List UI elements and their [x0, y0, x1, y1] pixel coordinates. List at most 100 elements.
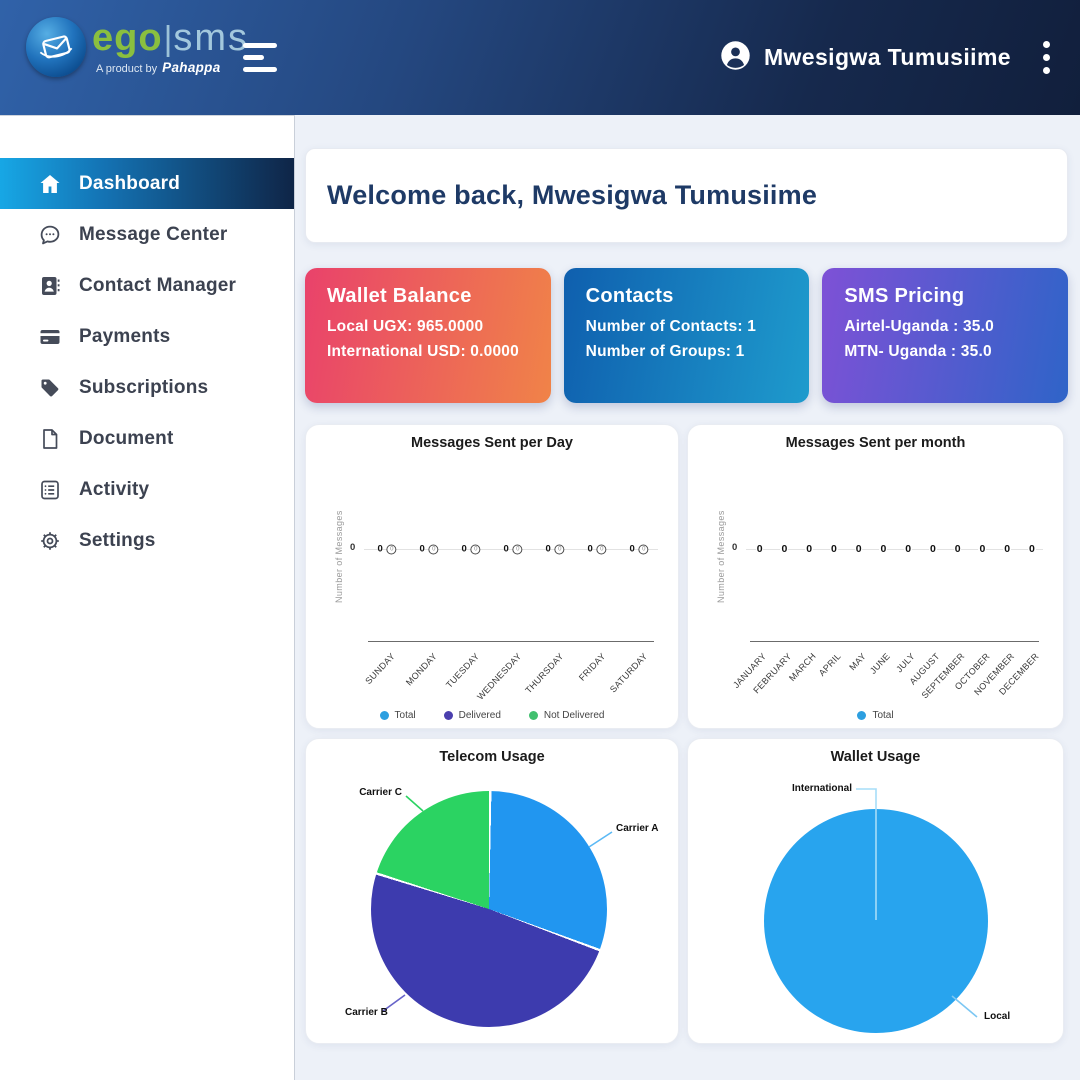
stat-card-title: Contacts — [585, 285, 674, 307]
pie-slice-label: Carrier A — [616, 823, 659, 834]
user-name[interactable]: Mwesigwa Tumusiime — [763, 44, 1011, 70]
data-point-marker: 0 — [470, 544, 481, 554]
stat-card-line: Local UGX: 965.0000 — [327, 318, 484, 335]
app-logo[interactable]: ego | sms A product by Pahappa — [26, 17, 249, 77]
chart-legend: Total Delivered Not Delivered — [306, 710, 678, 721]
data-point: 0 — [879, 543, 888, 555]
gear-icon — [38, 529, 62, 553]
stat-card-line: Number of Contacts: 1 — [585, 318, 757, 335]
data-point: 0 — [780, 543, 789, 555]
sidebar-item-label: Message Center — [79, 223, 228, 245]
sidebar: Dashboard Message Center Contact Manager Pa… — [0, 115, 295, 1080]
data-point: 0 — [953, 543, 962, 555]
sidebar-item-label: Document — [79, 427, 174, 449]
sidebar-item-label: Payments — [79, 325, 171, 347]
chart-card-messages-per-month: Messages Sent per month Number of Messag… — [687, 424, 1064, 729]
sidebar-item-message-center[interactable]: Message Center — [0, 209, 294, 260]
legend-swatch — [857, 711, 867, 720]
data-point: 0 — [755, 543, 764, 555]
data-point: 0 — [1003, 543, 1012, 555]
sidebar-item-settings[interactable]: Settings — [0, 515, 294, 566]
pie-slice-label: Local — [984, 1011, 1011, 1022]
y-axis-label: Number of Messages — [716, 510, 726, 603]
x-axis-line — [368, 641, 654, 642]
data-point-label: 0 — [587, 543, 593, 555]
hamburger-menu-button[interactable] — [243, 43, 279, 73]
legend-item: Total — [857, 710, 894, 721]
data-point-label: 0 — [829, 543, 838, 555]
data-point-label: 0 — [879, 543, 888, 555]
chart-title: Messages Sent per month — [785, 435, 966, 451]
data-point-marker: 0 — [386, 544, 397, 554]
chart-card-telecom-usage: Telecom Usage Carrier A Carrier B Carrier … — [305, 738, 679, 1044]
data-point: 0 — [904, 543, 913, 555]
user-avatar-icon[interactable] — [720, 40, 751, 76]
data-point-label: 0 — [503, 543, 509, 555]
sidebar-item-label: Dashboard — [79, 172, 181, 194]
document-icon — [38, 427, 62, 451]
chart-card-messages-per-day: Messages Sent per Day Number of Messages… — [305, 424, 679, 729]
logo-tagline: A product by — [96, 63, 158, 75]
data-point-label: 0 — [780, 543, 789, 555]
kebab-menu-button[interactable] — [1037, 35, 1056, 80]
data-point-label: 0 — [904, 543, 913, 555]
sidebar-item-payments[interactable]: Payments — [0, 311, 294, 362]
credit-card-icon — [38, 325, 62, 349]
sidebar-item-document[interactable]: Document — [0, 413, 294, 464]
stat-card-contacts: Contacts Number of Contacts: 1 Number of G… — [563, 268, 810, 403]
stat-card-line: Airtel-Uganda : 35.0 — [844, 318, 994, 335]
data-point-label: 0 — [1003, 543, 1012, 555]
pie-chart — [371, 791, 607, 1027]
logo-text-ego: ego — [92, 17, 163, 59]
x-axis-tick-label: WEDNESDAY — [475, 651, 524, 702]
logo-separator: | — [163, 20, 173, 58]
welcome-text: Welcome back, Mwesigwa Tumusiime — [327, 180, 818, 210]
pie-slice-label: International — [791, 783, 852, 794]
x-axis-line — [750, 641, 1039, 642]
stat-card-sms-pricing: SMS Pricing Airtel-Uganda : 35.0 MTN- Ugan… — [822, 268, 1069, 403]
data-point-label: 0 — [419, 543, 425, 555]
data-point-label: 0 — [854, 543, 863, 555]
sidebar-item-dashboard[interactable]: Dashboard — [0, 158, 294, 209]
sidebar-item-label: Contact Manager — [79, 274, 237, 296]
data-point: 0 — [829, 543, 838, 555]
data-point-label: 0 — [978, 543, 987, 555]
data-point: 0 — [978, 543, 987, 555]
chart-legend: Total — [688, 710, 1063, 721]
x-axis-tick-label: THURSDAY — [523, 651, 566, 696]
logo-brand: Pahappa — [162, 60, 221, 75]
stat-card-title: Wallet Balance — [327, 285, 472, 307]
data-point-marker: 0 — [596, 544, 607, 554]
data-point: 0 — [854, 543, 863, 555]
x-axis-tick-label: JULY — [894, 651, 918, 675]
data-point-marker: 0 — [554, 544, 565, 554]
legend-label: Total — [872, 710, 894, 721]
legend-label: Total — [394, 710, 416, 721]
x-axis-tick-label: MONDAY — [404, 651, 440, 688]
sidebar-item-activity[interactable]: Activity — [0, 464, 294, 515]
logo-text-sms: sms — [173, 17, 250, 59]
data-point-label: 0 — [461, 543, 467, 555]
stat-card-line: MTN- Uganda : 35.0 — [844, 342, 992, 360]
legend-swatch — [528, 711, 538, 720]
data-point-label: 0 — [1027, 543, 1036, 555]
data-point-label: 0 — [377, 543, 383, 555]
sidebar-item-subscriptions[interactable]: Subscriptions — [0, 362, 294, 413]
y-axis-tick: 0 — [732, 542, 738, 553]
legend-item: Delivered — [443, 710, 501, 721]
logo-globe-icon — [26, 17, 86, 77]
data-point-label: 0 — [545, 543, 551, 555]
stat-card-line: International USD: 0.0000 — [327, 342, 519, 360]
data-point-label: 0 — [805, 543, 814, 555]
pie-chart — [764, 809, 988, 1033]
sidebar-item-contact-manager[interactable]: Contact Manager — [0, 260, 294, 311]
welcome-banner: Welcome back, Mwesigwa Tumusiime — [305, 148, 1068, 243]
data-point-marker: 0 — [512, 544, 523, 554]
x-axis-tick-label: APRIL — [816, 651, 843, 678]
legend-item: Total — [379, 710, 416, 721]
data-point-label: 0 — [629, 543, 635, 555]
zero-line — [364, 549, 658, 550]
